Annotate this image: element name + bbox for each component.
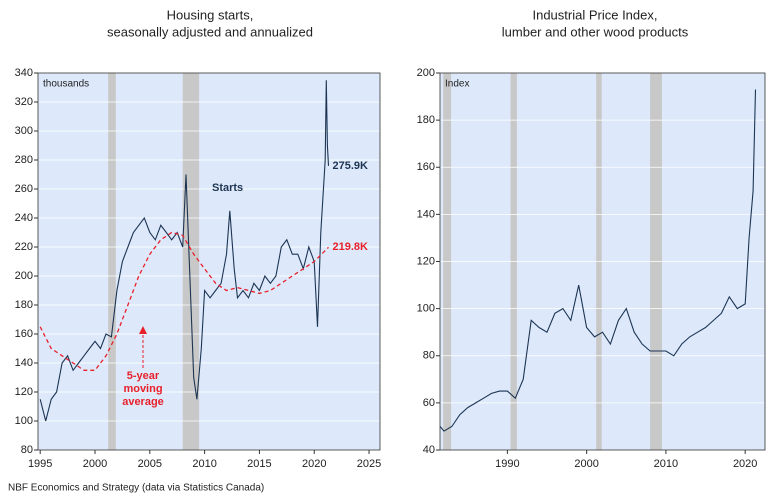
series-annotation: Starts bbox=[212, 182, 243, 194]
chart-title: Housing starts, bbox=[167, 7, 254, 22]
series-line bbox=[39, 80, 330, 422]
y-tick-label: 60 bbox=[423, 397, 435, 409]
chart-subtitle: lumber and other wood products bbox=[502, 24, 689, 39]
chart-title: Industrial Price Index, bbox=[532, 7, 657, 22]
y-tick-label: 180 bbox=[15, 299, 33, 311]
y-axis-label: thousands bbox=[43, 79, 89, 90]
ma-arrowhead bbox=[139, 326, 147, 334]
x-tick-label: 2015 bbox=[247, 458, 271, 470]
y-tick-label: 260 bbox=[15, 183, 33, 195]
y-axis-label: Index bbox=[445, 79, 469, 90]
series-line bbox=[39, 231, 329, 371]
y-tick-label: 40 bbox=[423, 444, 435, 456]
y-tick-label: 320 bbox=[15, 96, 33, 108]
y-tick-label: 80 bbox=[21, 444, 33, 456]
y-tick-label: 300 bbox=[15, 125, 33, 137]
y-tick-label: 220 bbox=[15, 241, 33, 253]
end-label: 275.9K bbox=[332, 160, 368, 172]
chart-subtitle: seasonally adjusted and annualized bbox=[107, 24, 313, 39]
source: NBF Economics and Strategy (data via Sta… bbox=[8, 483, 264, 494]
x-tick-label: 2010 bbox=[192, 458, 216, 470]
y-tick-label: 200 bbox=[417, 67, 435, 79]
x-tick-label: 2010 bbox=[654, 458, 678, 470]
series-line bbox=[439, 89, 757, 432]
x-tick-label: 2000 bbox=[574, 458, 598, 470]
plot-frame bbox=[439, 72, 766, 451]
y-tick-label: 140 bbox=[15, 357, 33, 369]
y-tick-label: 80 bbox=[423, 350, 435, 362]
plot-frame bbox=[37, 72, 381, 451]
y-tick-label: 120 bbox=[417, 255, 435, 267]
x-tick-label: 1990 bbox=[495, 458, 519, 470]
x-tick-label: 2020 bbox=[733, 458, 757, 470]
y-tick-label: 200 bbox=[15, 270, 33, 282]
x-tick-label: 2005 bbox=[138, 458, 162, 470]
x-tick-label: 1995 bbox=[28, 458, 52, 470]
y-tick-label: 120 bbox=[15, 386, 33, 398]
y-tick-label: 340 bbox=[15, 67, 33, 79]
y-tick-label: 180 bbox=[417, 114, 435, 126]
y-tick-label: 100 bbox=[15, 415, 33, 427]
y-tick-label: 100 bbox=[417, 303, 435, 315]
y-tick-label: 240 bbox=[15, 212, 33, 224]
y-tick-label: 160 bbox=[417, 161, 435, 173]
recession-band bbox=[108, 73, 116, 450]
y-tick-label: 280 bbox=[15, 154, 33, 166]
recession-band bbox=[182, 73, 200, 450]
x-tick-label: 2000 bbox=[83, 458, 107, 470]
end-label: 219.8K bbox=[332, 241, 368, 253]
x-tick-label: 2020 bbox=[302, 458, 326, 470]
ma-annotation: 5-year moving average bbox=[122, 370, 164, 408]
plot-background bbox=[38, 73, 380, 450]
y-tick-label: 140 bbox=[417, 208, 435, 220]
y-tick-label: 160 bbox=[15, 328, 33, 340]
x-tick-label: 2025 bbox=[357, 458, 381, 470]
